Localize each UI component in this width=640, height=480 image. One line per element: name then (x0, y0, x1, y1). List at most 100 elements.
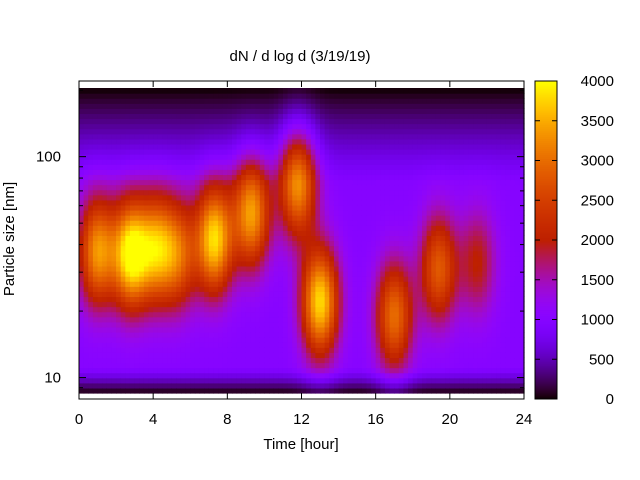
heatmap-cell (366, 149, 372, 155)
heatmap-cell (97, 311, 103, 318)
heatmap-cell (292, 174, 298, 181)
heatmap-cell (204, 271, 210, 277)
heatmap-cell (417, 154, 423, 160)
heatmap-cell (403, 321, 409, 328)
heatmap-cell (269, 143, 275, 150)
heatmap-cell (213, 128, 219, 135)
heatmap-cell (208, 362, 215, 369)
heatmap-cell (153, 260, 159, 267)
heatmap-cell (315, 128, 321, 135)
heatmap-cell (157, 230, 164, 237)
heatmap-cell (449, 103, 456, 109)
heatmap-cell (92, 245, 99, 252)
heatmap-cell (329, 301, 335, 308)
heatmap-cell (255, 286, 261, 292)
heatmap-cell (324, 306, 330, 313)
heatmap-cell (366, 164, 372, 170)
heatmap-cell (333, 260, 340, 267)
heatmap-cell (111, 281, 117, 287)
heatmap-cell (213, 179, 219, 186)
heatmap-cell (171, 108, 177, 115)
heatmap-cell (167, 128, 173, 135)
heatmap-cell (366, 357, 372, 364)
heatmap-cell (222, 210, 228, 216)
heatmap-cell (445, 357, 451, 364)
heatmap-cell (278, 189, 284, 196)
heatmap-cell (83, 164, 89, 170)
heatmap-cell (296, 88, 303, 94)
heatmap-cell (320, 265, 326, 272)
heatmap-cell (347, 159, 354, 165)
heatmap-cell (273, 184, 279, 191)
heatmap-cell (102, 194, 108, 201)
heatmap-cell (329, 123, 335, 130)
heatmap-cell (167, 179, 173, 186)
heatmap-cell (329, 281, 335, 287)
heatmap-cell (449, 88, 456, 94)
heatmap-cell (435, 118, 442, 125)
heatmap-cell (102, 164, 108, 170)
heatmap-cell (102, 189, 108, 196)
heatmap-cell (167, 174, 173, 181)
heatmap-cell (306, 113, 312, 120)
heatmap-cell (213, 286, 219, 292)
heatmap-cell (352, 372, 358, 379)
heatmap-cell (320, 387, 326, 394)
heatmap-cell (394, 169, 400, 176)
heatmap-cell (352, 240, 358, 247)
heatmap-cell (79, 357, 85, 364)
heatmap-cell (143, 108, 150, 115)
heatmap-cell (162, 93, 168, 99)
heatmap-cell (361, 128, 367, 135)
heatmap-cell (292, 169, 298, 176)
heatmap-cell (445, 240, 451, 247)
heatmap-cell (352, 301, 358, 308)
heatmap-cell (139, 301, 145, 308)
heatmap-cell (301, 194, 307, 201)
heatmap-cell (143, 184, 150, 191)
heatmap-cell (245, 138, 252, 145)
heatmap-cell (431, 311, 437, 318)
heatmap-cell (417, 189, 423, 196)
heatmap-cell (343, 311, 349, 318)
heatmap-cell (259, 316, 266, 323)
heatmap-cell (408, 184, 414, 191)
heatmap-cell (357, 149, 363, 155)
heatmap-cell (190, 138, 196, 145)
heatmap-cell (106, 362, 113, 369)
heatmap-cell (97, 321, 103, 328)
heatmap-cell (403, 387, 409, 394)
heatmap-cell (417, 245, 423, 252)
heatmap-cell (153, 372, 159, 379)
heatmap-cell (236, 103, 242, 109)
heatmap-cell (287, 255, 293, 262)
heatmap-cell (204, 321, 210, 328)
heatmap-cell (384, 387, 391, 394)
heatmap-cell (222, 149, 228, 155)
heatmap-cell (157, 271, 164, 277)
heatmap-cell (79, 311, 85, 318)
heatmap-cell (190, 337, 196, 343)
heatmap-cell (347, 362, 354, 369)
heatmap-cell (120, 174, 126, 181)
heatmap-cell (375, 215, 381, 221)
heatmap-cell (250, 199, 256, 206)
heatmap-cell (282, 377, 289, 384)
heatmap-cell (449, 301, 456, 308)
heatmap-cell (315, 382, 321, 389)
heatmap-cell (333, 382, 340, 389)
heatmap-cell (227, 271, 233, 277)
heatmap-cell (236, 326, 242, 333)
heatmap-cell (264, 98, 270, 104)
heatmap-cell (218, 108, 224, 115)
heatmap-cell (269, 123, 275, 130)
heatmap-cell (343, 184, 349, 191)
heatmap-cell (157, 382, 164, 389)
heatmap-cell (162, 184, 168, 191)
heatmap-cell (296, 332, 303, 338)
heatmap-cell (371, 301, 377, 308)
heatmap-cell (269, 199, 275, 206)
heatmap-cell (394, 316, 400, 323)
heatmap-cell (287, 149, 293, 155)
heatmap-cell (454, 260, 460, 267)
